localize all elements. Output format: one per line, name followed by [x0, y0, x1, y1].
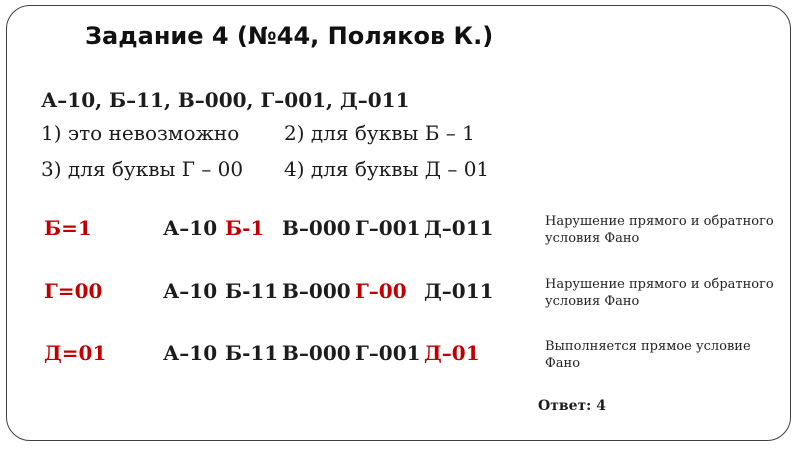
code-item: Б-11 [225, 341, 279, 365]
case-note: Нарушение прямого и обратного условия Фа… [545, 277, 774, 309]
case-label: Г=00 [44, 279, 103, 303]
code-item: А–10 [163, 341, 218, 365]
code-item: Б-1 [225, 216, 265, 240]
code-item: Д–01 [424, 341, 480, 365]
options-grid: 1) это невозможно 2) для буквы Б – 1 3) … [41, 121, 489, 181]
slide-title: Задание 4 (№44, Поляков К.) [85, 22, 494, 50]
case-row-g: Г=00 А–10 Б-11 В–000 Г–00 Д–011 Нарушени… [0, 277, 800, 327]
case-row-b: Б=1 А–10 Б-1 В–000 Г–001 Д–011 Нарушение… [0, 214, 800, 264]
code-item: Д–011 [424, 279, 494, 303]
case-label: Д=01 [44, 341, 107, 365]
answer-label: Ответ: 4 [538, 398, 606, 414]
code-item: Б-11 [225, 279, 279, 303]
code-item: А–10 [163, 216, 218, 240]
case-row-d: Д=01 А–10 Б-11 В–000 Г–001 Д–01 Выполняе… [0, 339, 800, 389]
code-item: В–000 [282, 216, 351, 240]
option-4: 4) для буквы Д – 01 [284, 157, 490, 181]
code-item: Г–001 [355, 216, 421, 240]
case-note: Нарушение прямого и обратного условия Фа… [545, 214, 774, 246]
code-item: Г–00 [355, 279, 407, 303]
codes-line: А–10, Б–11, В–000, Г–001, Д–011 [41, 88, 410, 112]
code-item: В–000 [282, 279, 351, 303]
code-item: Г–001 [355, 341, 421, 365]
code-item: А–10 [163, 279, 218, 303]
case-note: Выполняется прямое условие Фано [545, 339, 751, 371]
code-item: В–000 [282, 341, 351, 365]
option-2: 2) для буквы Б – 1 [284, 121, 475, 145]
option-1: 1) это невозможно [41, 121, 240, 145]
case-label: Б=1 [44, 216, 92, 240]
code-item: Д–011 [424, 216, 494, 240]
option-3: 3) для буквы Г – 00 [41, 157, 244, 181]
